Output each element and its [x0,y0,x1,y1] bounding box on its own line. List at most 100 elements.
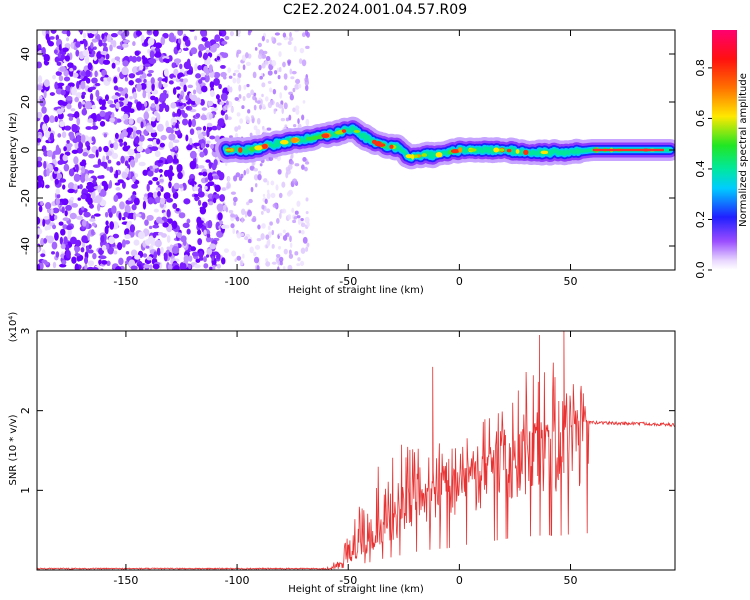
noise-speckle [139,140,143,147]
noise-speckle [215,94,220,100]
noise-speckle [129,95,133,100]
noise-speckle [107,100,114,105]
noise-speckle [278,67,282,73]
noise-speckle [75,215,84,220]
noise-speckle [147,170,154,177]
noise-speckle [62,154,68,162]
noise-speckle [175,207,180,212]
noise-speckle [261,204,265,210]
ridge-hotspot [499,148,505,152]
noise-speckle [58,75,64,82]
noise-speckle [294,163,300,167]
noise-speckle [305,45,310,49]
noise-speckle [127,148,135,156]
noise-speckle [205,49,211,54]
noise-speckle [241,216,244,224]
noise-speckle [172,191,179,199]
ridge-hotspot [450,148,460,154]
noise-speckle [191,251,199,257]
noise-speckle [221,187,227,191]
noise-speckle [271,261,277,265]
noise-speckle [270,180,275,186]
noise-speckle [134,254,141,260]
spectrogram-x-axis: -150 -100 -50 0 50 [113,30,578,288]
noise-speckle [108,236,115,245]
noise-speckle [185,106,190,110]
noise-speckle [81,166,86,174]
noise-speckle [106,111,112,116]
noise-speckle [43,160,47,170]
noise-speckle [272,203,278,208]
ridge-hotspot [254,145,263,151]
noise-speckle [248,198,253,204]
noise-speckle [171,62,176,69]
noise-speckle [195,126,202,131]
noise-speckle [149,165,153,170]
noise-speckle [85,77,91,84]
noise-speckle [289,160,295,165]
noise-speckle [162,222,169,228]
noise-speckle [153,208,159,213]
noise-speckle [227,67,232,73]
noise-speckle [106,154,110,161]
noise-speckle [182,239,187,247]
ridge-hotspot [377,143,386,147]
noise-speckle [112,40,117,48]
noise-speckle [269,99,275,106]
noise-speckle [193,193,199,198]
noise-speckle [204,177,209,183]
noise-speckle [293,216,298,220]
noise-speckle [294,251,299,256]
colorbar-tick-label: 0.4 [694,160,707,178]
noise-speckle [185,134,189,142]
noise-speckle [161,101,167,109]
noise-speckle [208,161,212,170]
noise-speckle [173,68,179,76]
noise-speckle [300,222,306,228]
noise-speckle [114,56,121,61]
noise-speckle [84,100,92,110]
noise-speckle [59,178,67,183]
noise-speckle [63,165,68,171]
noise-speckle [121,181,126,189]
noise-speckle [65,249,71,259]
noise-speckle [65,145,72,152]
noise-speckle [69,67,74,72]
noise-speckle [124,76,129,82]
noise-speckle [50,30,57,34]
noise-speckle [53,49,58,54]
noise-speckle [123,141,128,147]
noise-speckle [135,129,142,135]
noise-speckle [72,72,79,78]
noise-speckle [235,216,240,222]
noise-speckle [166,235,171,243]
noise-speckle [267,70,273,76]
spectrogram-ridge [215,116,675,170]
snr-panel: -150 -100 -50 0 50 1 2 3 Height of straight li… [8,312,676,595]
noise-speckle [67,182,75,190]
noise-speckle [91,136,96,142]
noise-speckle [130,161,135,168]
ridge-hotspot [435,152,443,158]
noise-speckle [37,61,42,69]
noise-speckle [300,260,305,267]
noise-speckle [101,260,108,265]
noise-speckle [210,143,214,150]
noise-speckle [44,130,51,138]
snr-x-axis: -150 -100 -50 0 50 [113,331,578,587]
noise-speckle [64,125,72,131]
noise-speckle [83,40,88,48]
noise-speckle [269,221,273,226]
noise-speckle [260,233,265,240]
noise-speckle [306,242,310,247]
noise-speckle [264,198,268,205]
noise-speckle [168,173,173,182]
noise-speckle [283,102,288,110]
noise-speckle [156,123,164,132]
noise-speckle [61,131,67,139]
noise-speckle [206,128,210,138]
noise-speckle [198,250,204,259]
snr-y-tick-label: 2 [19,407,32,414]
noise-speckle [76,256,81,262]
noise-speckle [150,95,156,101]
